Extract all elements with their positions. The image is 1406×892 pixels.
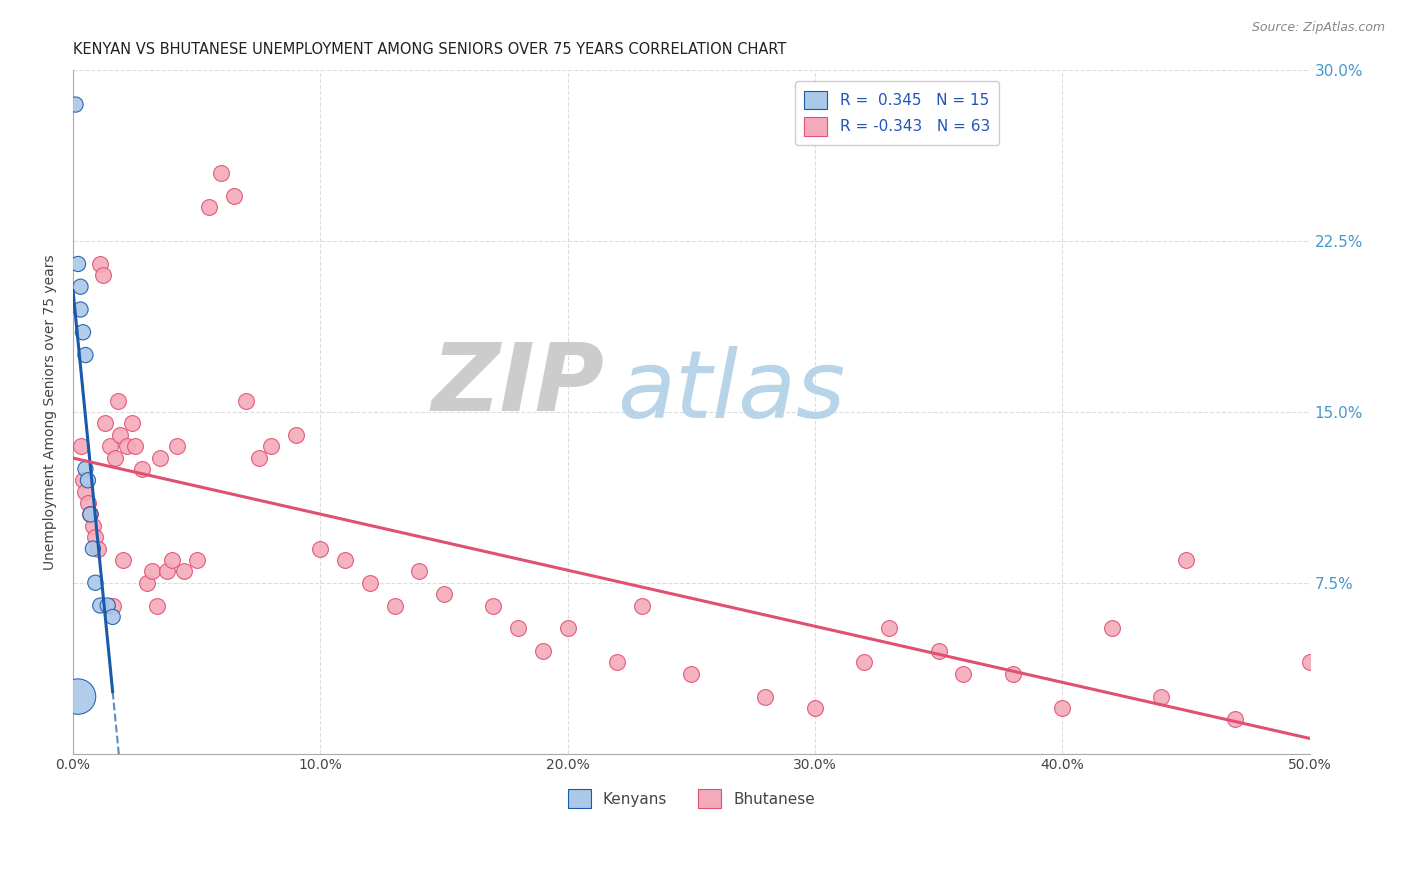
Text: KENYAN VS BHUTANESE UNEMPLOYMENT AMONG SENIORS OVER 75 YEARS CORRELATION CHART: KENYAN VS BHUTANESE UNEMPLOYMENT AMONG S… [73, 42, 786, 57]
Legend: Kenyans, Bhutanese: Kenyans, Bhutanese [562, 783, 821, 814]
Point [1101, 621, 1123, 635]
Point [89, 257, 111, 271]
Point [877, 621, 900, 635]
Point [198, 200, 221, 214]
Point [384, 599, 406, 613]
Point [69, 279, 91, 293]
Point [77, 496, 100, 510]
Y-axis label: Unemployment Among Seniors over 75 years: Unemployment Among Seniors over 75 years [44, 254, 58, 570]
Point [75, 348, 97, 362]
Point [82, 541, 104, 556]
Point [853, 656, 876, 670]
Point [557, 621, 579, 635]
Point [69, 439, 91, 453]
Point [149, 450, 172, 465]
Point [108, 427, 131, 442]
Point [681, 666, 703, 681]
Point [84, 530, 107, 544]
Point [433, 587, 456, 601]
Point [508, 621, 530, 635]
Point [156, 565, 179, 579]
Point [111, 553, 134, 567]
Point [146, 599, 169, 613]
Point [359, 575, 381, 590]
Point [67, 257, 90, 271]
Point [69, 302, 91, 317]
Text: ZIP: ZIP [432, 339, 605, 431]
Point [67, 690, 90, 704]
Point [91, 268, 114, 283]
Point [141, 565, 163, 579]
Point [1225, 712, 1247, 726]
Point [408, 565, 430, 579]
Point [101, 610, 124, 624]
Point [952, 666, 974, 681]
Point [136, 575, 159, 590]
Point [247, 450, 270, 465]
Point [87, 541, 110, 556]
Point [166, 439, 188, 453]
Point [1298, 656, 1320, 670]
Point [235, 393, 257, 408]
Point [97, 599, 120, 613]
Point [333, 553, 356, 567]
Point [1001, 666, 1024, 681]
Point [124, 439, 146, 453]
Point [309, 541, 332, 556]
Point [804, 701, 827, 715]
Point [211, 166, 233, 180]
Point [72, 326, 94, 340]
Point [75, 462, 97, 476]
Point [82, 518, 104, 533]
Point [260, 439, 283, 453]
Point [1174, 553, 1197, 567]
Point [160, 553, 183, 567]
Point [101, 599, 124, 613]
Point [84, 575, 107, 590]
Point [107, 393, 129, 408]
Point [1150, 690, 1173, 704]
Point [928, 644, 950, 658]
Point [79, 508, 101, 522]
Point [222, 188, 245, 202]
Point [186, 553, 208, 567]
Point [98, 439, 121, 453]
Point [94, 417, 117, 431]
Point [104, 450, 127, 465]
Text: atlas: atlas [617, 346, 845, 437]
Point [75, 484, 97, 499]
Point [173, 565, 195, 579]
Point [131, 462, 153, 476]
Point [631, 599, 654, 613]
Point [531, 644, 554, 658]
Text: Source: ZipAtlas.com: Source: ZipAtlas.com [1251, 21, 1385, 34]
Point [65, 97, 87, 112]
Point [482, 599, 505, 613]
Point [754, 690, 776, 704]
Point [79, 508, 101, 522]
Point [72, 473, 94, 487]
Point [89, 599, 111, 613]
Point [284, 427, 307, 442]
Point [117, 439, 139, 453]
Point [77, 473, 100, 487]
Point [606, 656, 628, 670]
Point [1052, 701, 1074, 715]
Point [121, 417, 143, 431]
